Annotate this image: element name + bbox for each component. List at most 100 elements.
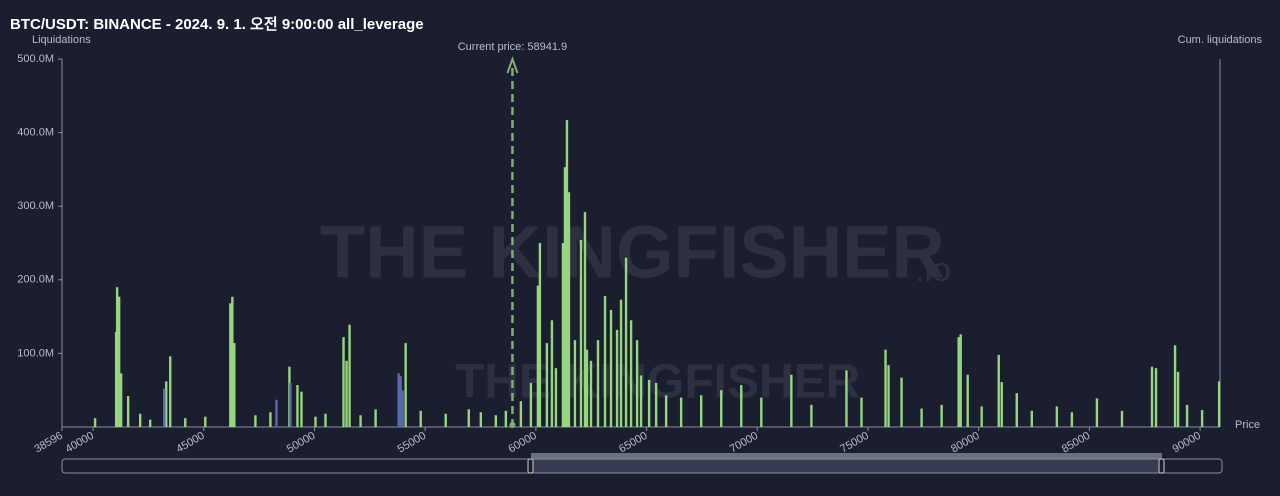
bar [860, 397, 863, 427]
watermark: THE KINGFISHER [320, 211, 945, 294]
bar [289, 382, 292, 427]
bar [1200, 410, 1204, 427]
bar [126, 396, 130, 427]
current-price-label: Current price: 58941.9 [458, 41, 567, 53]
bar [359, 415, 362, 427]
bar [529, 382, 533, 427]
bar [603, 295, 607, 427]
bar [1000, 382, 1003, 427]
bar [550, 320, 554, 427]
y-tick-label: 200.0M [17, 274, 54, 286]
bar [664, 395, 668, 427]
bar [204, 416, 207, 427]
bar [401, 390, 404, 427]
bar [1030, 410, 1034, 427]
bar [494, 415, 498, 427]
watermark-suffix: .io [915, 251, 951, 289]
bar [119, 373, 123, 427]
bar [679, 397, 683, 427]
bar [980, 406, 983, 427]
bar [900, 377, 903, 427]
bar [165, 381, 168, 427]
bar [93, 418, 97, 427]
bar [583, 212, 587, 427]
bar [296, 385, 299, 427]
bar [635, 340, 639, 427]
scroll-range-top [531, 453, 1162, 459]
bar [966, 374, 969, 427]
bar [229, 303, 232, 427]
bar [300, 391, 303, 427]
bar [342, 337, 345, 427]
bar [399, 376, 402, 427]
scroll-handle[interactable] [527, 458, 534, 474]
bar [479, 412, 482, 427]
bar [554, 368, 558, 427]
bar [1154, 368, 1158, 427]
bar [940, 404, 943, 427]
bar [647, 379, 651, 427]
bar [565, 120, 569, 427]
bar [536, 285, 540, 427]
bar [884, 349, 887, 427]
bar [699, 395, 703, 427]
bar [138, 413, 142, 427]
bar [184, 418, 187, 427]
bar [345, 360, 348, 427]
bar [740, 385, 743, 427]
bar [1176, 371, 1180, 427]
bar [563, 167, 567, 427]
current-price-arrow [506, 56, 519, 74]
bar [374, 409, 377, 427]
bar [404, 343, 407, 427]
bar [148, 419, 152, 427]
bar [997, 354, 1000, 427]
bar [887, 365, 890, 427]
scrollbar[interactable] [61, 453, 1223, 474]
bar [233, 343, 236, 427]
bar [920, 408, 923, 427]
bar [609, 309, 613, 427]
bar [117, 296, 121, 427]
bar [596, 340, 600, 427]
bar [348, 324, 351, 427]
bar [619, 299, 623, 427]
bar [1217, 381, 1221, 427]
y-tick-label: 500.0M [17, 53, 54, 65]
bar [629, 320, 633, 427]
bar [269, 412, 272, 427]
y-axis-title: Liquidations [32, 34, 91, 46]
bar [957, 337, 960, 427]
y2-axis-title: Cum. liquidations [1178, 34, 1263, 46]
current-price-dot [509, 422, 516, 428]
scroll-handle[interactable] [1158, 458, 1165, 474]
bar [163, 388, 166, 427]
bar [275, 399, 278, 427]
bar [1095, 398, 1099, 427]
bar [567, 192, 571, 427]
bar [324, 413, 327, 427]
bar [624, 257, 628, 427]
bar [1185, 404, 1189, 427]
bar [720, 390, 723, 427]
y-tick-label: 300.0M [17, 200, 54, 212]
bar [1015, 393, 1018, 427]
bar [1150, 366, 1154, 427]
bar [169, 356, 172, 427]
bar [545, 343, 549, 427]
bar [314, 416, 317, 427]
bar [467, 409, 470, 427]
bar [1120, 410, 1124, 427]
bar [115, 287, 119, 427]
scroll-range[interactable] [530, 458, 1163, 474]
bar [639, 375, 643, 427]
bar [538, 243, 542, 427]
bar [444, 413, 447, 427]
bar [589, 360, 593, 427]
y-tick-label: 400.0M [17, 127, 54, 139]
bar [579, 240, 583, 427]
x-axis-title: Price [1235, 419, 1260, 431]
bar [1055, 406, 1059, 427]
watermark-small: THE KINGFISHER [455, 356, 860, 409]
